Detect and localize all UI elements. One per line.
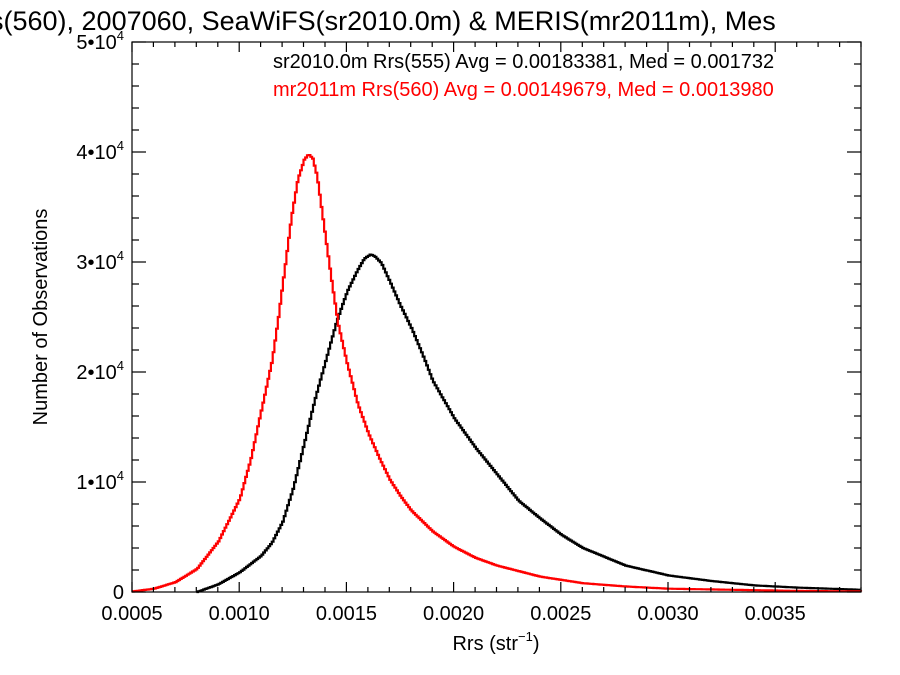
y-tick-label-50000: 5•104 [76,28,124,54]
y-tick-label-0: 0 [113,582,124,604]
x-axis-title-superscript: −1 [518,629,533,644]
y-axis: 0 1•104 2•104 3•104 4•104 5•104 [76,28,861,604]
x-tick-label-0-0035: 0.0035 [745,603,806,625]
legend-entry-seawifs: sr2010.0m Rrs(555) Avg = 0.00183381, Med… [273,51,774,73]
y-tick-label-10000: 1•104 [76,468,124,494]
x-tick-label-0-0025: 0.0025 [530,603,591,625]
series-layer [132,154,863,594]
x-tick-label-0-0020: 0.0020 [423,603,484,625]
chart-title: s(560), 2007060, SeaWiFS(sr2010.0m) & ME… [0,6,776,36]
y-axis-title: Number of Observations [30,209,52,426]
legend-entry-meris: mr2011m Rrs(560) Avg = 0.00149679, Med =… [273,79,774,101]
y-tick-label-40000: 4•104 [76,138,124,164]
x-tick-label-0-0005: 0.0005 [101,603,162,625]
y-tick-label-20000: 2•104 [76,358,124,384]
x-axis-title-text: Rrs (str [452,633,518,655]
x-tick-label-0-0010: 0.0010 [209,603,270,625]
y-tick-label-30000: 3•104 [76,248,124,274]
x-axis: 0.0005 0.0010 0.0015 0.0020 0.0025 0.0030 0.00… [101,42,862,625]
x-axis-title: Rrs (str−1) [452,629,539,655]
series-line-seawifs [196,253,862,594]
plot-frame [131,41,862,593]
legend: sr2010.0m Rrs(555) Avg = 0.00183381, Med… [273,51,774,101]
series-line-meris [132,154,863,593]
x-tick-label-0-0015: 0.0015 [316,603,377,625]
x-tick-label-0-0030: 0.0030 [637,603,698,625]
x-axis-title-close: ) [533,633,540,655]
